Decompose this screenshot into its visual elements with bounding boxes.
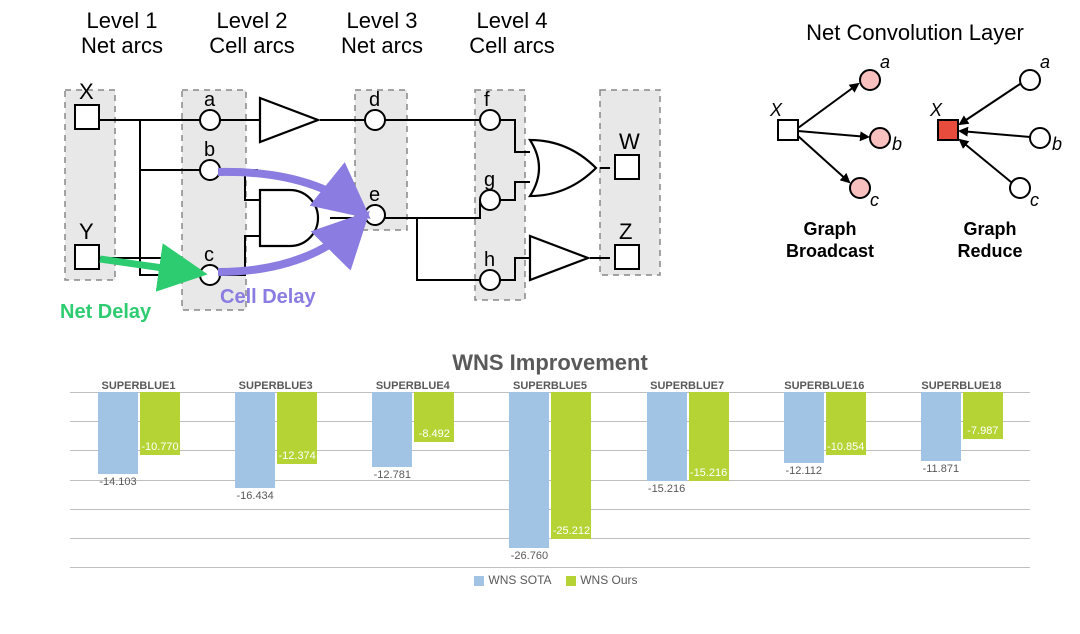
svg-text:Graph: Graph bbox=[803, 219, 856, 239]
node-a: a bbox=[204, 89, 216, 111]
node-Y: Y bbox=[79, 219, 94, 244]
bar-value-sota: -15.216 bbox=[642, 483, 692, 495]
svg-text:a: a bbox=[1040, 52, 1050, 72]
svg-text:a: a bbox=[880, 52, 890, 72]
bar-ours bbox=[551, 392, 591, 539]
bar-group: -26.760 -25.212 bbox=[481, 392, 618, 567]
category-label: SUPERBLUE3 bbox=[207, 380, 344, 392]
svg-text:Broadcast: Broadcast bbox=[786, 241, 874, 261]
bar-sota bbox=[98, 392, 138, 474]
chart-title: WNS Improvement bbox=[70, 350, 1030, 376]
node-e: e bbox=[369, 184, 380, 206]
node-f: f bbox=[484, 89, 490, 111]
category-label: SUPERBLUE1 bbox=[70, 380, 207, 392]
bar-group: -15.216 -15.216 bbox=[619, 392, 756, 567]
bar-value-ours: -7.987 bbox=[958, 425, 1008, 437]
node-b: b bbox=[204, 139, 215, 161]
bar-value-sota: -14.103 bbox=[93, 476, 143, 488]
category-label: SUPERBLUE16 bbox=[756, 380, 893, 392]
bar-value-ours: -10.770 bbox=[135, 441, 185, 453]
svg-text:c: c bbox=[1030, 190, 1039, 210]
bar-value-ours: -12.374 bbox=[272, 450, 322, 462]
bar-sota bbox=[921, 392, 961, 461]
node-g: g bbox=[484, 169, 495, 191]
level-label-4: Level 4Cell arcs bbox=[452, 8, 572, 59]
bar-group: -16.434 -12.374 bbox=[207, 392, 344, 567]
level-label-2: Level 2Cell arcs bbox=[192, 8, 312, 59]
wns-chart: WNS Improvement SUPERBLUE1SUPERBLUE3SUPE… bbox=[70, 350, 1030, 620]
svg-text:Graph: Graph bbox=[963, 219, 1016, 239]
bar-value-ours: -8.492 bbox=[409, 428, 459, 440]
bar-value-sota: -16.434 bbox=[230, 490, 280, 502]
level-label-1: Level 1Net arcs bbox=[62, 8, 182, 59]
svg-text:X: X bbox=[769, 100, 783, 120]
top-diagrams: X Y W Z a b c d e f g h Net Delay Cell Delay Level… bbox=[0, 0, 1080, 340]
cell-delay-label: Cell Delay bbox=[220, 286, 316, 308]
svg-text:Reduce: Reduce bbox=[957, 241, 1022, 261]
node-W: W bbox=[619, 129, 640, 154]
node-Z: Z bbox=[619, 219, 632, 244]
category-label: SUPERBLUE5 bbox=[481, 380, 618, 392]
svg-text:X: X bbox=[929, 100, 943, 120]
net-delay-label: Net Delay bbox=[60, 301, 152, 323]
category-label: SUPERBLUE4 bbox=[344, 380, 481, 392]
bar-group: -11.871 -7.987 bbox=[893, 392, 1030, 567]
bar-sota bbox=[372, 392, 412, 467]
svg-text:c: c bbox=[870, 190, 879, 210]
conv-title: Net Convolution Layer bbox=[806, 20, 1024, 45]
bar-group: -14.103 -10.770 bbox=[70, 392, 207, 567]
bar-value-sota: -12.112 bbox=[779, 465, 829, 477]
chart-legend: WNS SOTA WNS Ours bbox=[70, 573, 1030, 587]
bar-value-ours: -25.212 bbox=[546, 525, 596, 537]
bar-value-ours: -15.216 bbox=[684, 467, 734, 479]
bar-value-sota: -12.781 bbox=[367, 469, 417, 481]
node-c: c bbox=[204, 244, 214, 266]
bar-group: -12.112 -10.854 bbox=[756, 392, 893, 567]
bar-sota bbox=[509, 392, 549, 548]
bar-sota bbox=[647, 392, 687, 481]
bar-sota bbox=[235, 392, 275, 488]
bar-value-ours: -10.854 bbox=[821, 441, 871, 453]
level-label-3: Level 3Net arcs bbox=[322, 8, 442, 59]
net-convolution-diagram: Net Convolution Layer X a b c Graph Broa… bbox=[760, 10, 1070, 310]
category-label: SUPERBLUE7 bbox=[619, 380, 756, 392]
bar-group: -12.781 -8.492 bbox=[344, 392, 481, 567]
svg-text:b: b bbox=[1052, 134, 1062, 154]
category-label: SUPERBLUE18 bbox=[893, 380, 1030, 392]
node-h: h bbox=[484, 249, 495, 271]
graph-broadcast: X a b c Graph Broadcast bbox=[769, 52, 902, 261]
node-d: d bbox=[369, 89, 380, 111]
bar-value-sota: -11.871 bbox=[916, 463, 966, 475]
graph-reduce: X a b c Graph Reduce bbox=[929, 52, 1062, 261]
node-X: X bbox=[79, 79, 94, 104]
bar-value-sota: -26.760 bbox=[504, 550, 554, 562]
svg-text:b: b bbox=[892, 134, 902, 154]
bar-sota bbox=[784, 392, 824, 463]
